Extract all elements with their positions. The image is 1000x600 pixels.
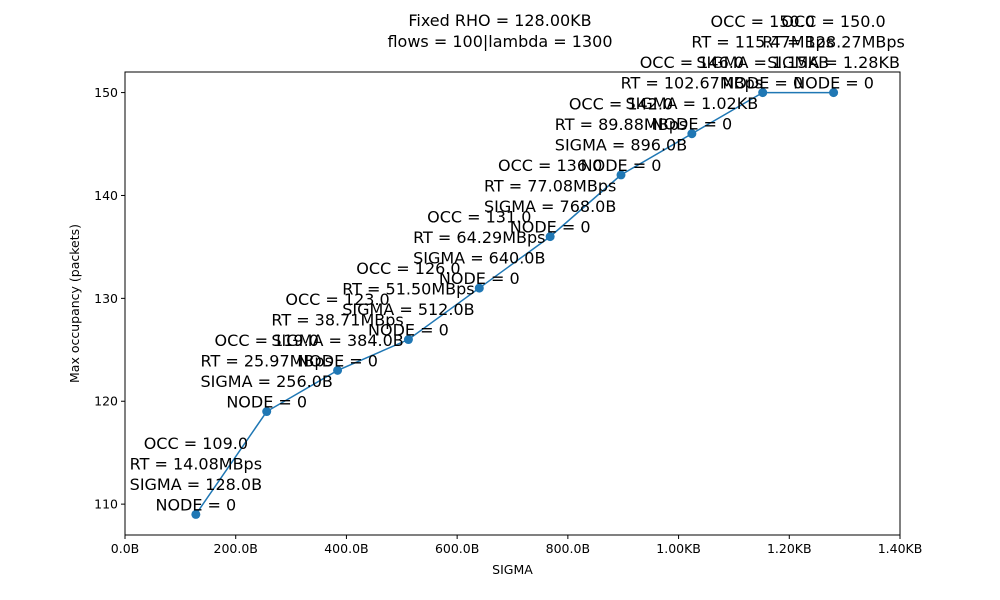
axes-frame: [124, 71, 901, 536]
data-label: RT = 38.71MBps: [271, 310, 403, 329]
data-point: [403, 335, 413, 345]
data-label: OCC = 123.0: [285, 290, 389, 309]
data-label: OCC = 136.0: [498, 156, 602, 175]
data-label: SIGMA = 1.28KB: [767, 53, 900, 72]
data-label: NODE = 0: [722, 74, 803, 93]
data-label: OCC = 150.0: [781, 12, 885, 31]
data-label: RT = 128.27MBps: [762, 33, 905, 52]
chart-title-line-2: flows = 100|lambda = 1300: [387, 32, 612, 51]
data-label: RT = 51.50MBps: [342, 280, 474, 299]
data-point: [333, 365, 343, 375]
data-label: OCC = 119.0: [215, 331, 319, 350]
data-label: RT = 77.08MBps: [484, 177, 616, 196]
data-label: OCC = 126.0: [356, 259, 460, 278]
x-axis: 0.0B 200.0B 400.0B 600.0B 800.0B 1.00KB 1.20KB…: [111, 535, 923, 556]
y-tick-label: 140: [94, 188, 118, 203]
data-label: NODE = 0: [368, 321, 449, 340]
x-tick-label: 0.0B: [111, 541, 139, 556]
data-label: NODE = 0: [439, 269, 520, 288]
data-point: [262, 407, 272, 417]
data-label: SIGMA = 1.02KB: [626, 94, 759, 113]
data-series: [191, 88, 839, 519]
data-label: RT = 64.29MBps: [413, 228, 545, 247]
y-tick-label: 110: [94, 497, 118, 512]
x-tick-label: 1.20KB: [767, 541, 812, 556]
data-label: SIGMA = 128.0B: [130, 475, 262, 494]
x-tick-label: 1.00KB: [656, 541, 701, 556]
y-axis-label: Max occupancy (packets): [67, 224, 82, 383]
y-tick-label: 120: [94, 394, 118, 409]
x-tick-label: 800.0B: [546, 541, 590, 556]
data-label: NODE = 0: [793, 74, 874, 93]
data-label: SIGMA = 384.0B: [271, 331, 403, 350]
data-label: NODE = 0: [226, 393, 307, 412]
data-label: OCC = 131.0: [427, 208, 531, 227]
chart-title-line-1: Fixed RHO = 128.00KB: [408, 11, 591, 30]
data-label: NODE = 0: [581, 156, 662, 175]
data-label: OCC = 150.0: [711, 12, 815, 31]
y-tick-label: 130: [94, 291, 118, 306]
data-label: SIGMA = 896.0B: [555, 135, 687, 154]
x-tick-label: 600.0B: [435, 541, 479, 556]
x-tick-label: 400.0B: [324, 541, 368, 556]
data-label: NODE = 0: [297, 351, 378, 370]
data-point: [191, 509, 201, 519]
data-label: NODE = 0: [155, 495, 236, 514]
data-label: OCC = 142.0: [569, 94, 673, 113]
y-axis: 110 120 130 140 150: [94, 85, 125, 512]
data-label: SIGMA = 768.0B: [484, 197, 616, 216]
data-label: RT = 14.08MBps: [130, 454, 262, 473]
data-point: [829, 88, 839, 98]
data-point: [474, 283, 484, 293]
data-label: OCC = 109.0: [144, 434, 248, 453]
data-label: SIGMA = 512.0B: [342, 300, 474, 319]
data-point: [545, 232, 555, 242]
data-label: RT = 115.47MBps: [691, 33, 834, 52]
data-point: [616, 170, 626, 180]
data-label: SIGMA = 1.15KB: [696, 53, 829, 72]
data-label: NODE = 0: [651, 115, 732, 134]
data-label: RT = 89.88MBps: [555, 115, 687, 134]
x-tick-label: 200.0B: [214, 541, 258, 556]
data-label: OCC = 146.0: [640, 53, 744, 72]
series-line: [195, 91, 834, 515]
data-label: SIGMA = 256.0B: [201, 372, 333, 391]
data-label: SIGMA = 640.0B: [413, 249, 545, 268]
x-tick-label: 1.40KB: [878, 541, 923, 556]
data-label: RT = 25.97MBps: [201, 352, 333, 371]
x-axis-label: SIGMA: [492, 562, 533, 577]
y-tick-label: 150: [94, 85, 118, 100]
data-point: [758, 88, 768, 98]
data-point: [687, 129, 697, 139]
data-label: NODE = 0: [510, 218, 591, 237]
data-label: RT = 102.67MBps: [621, 74, 764, 93]
